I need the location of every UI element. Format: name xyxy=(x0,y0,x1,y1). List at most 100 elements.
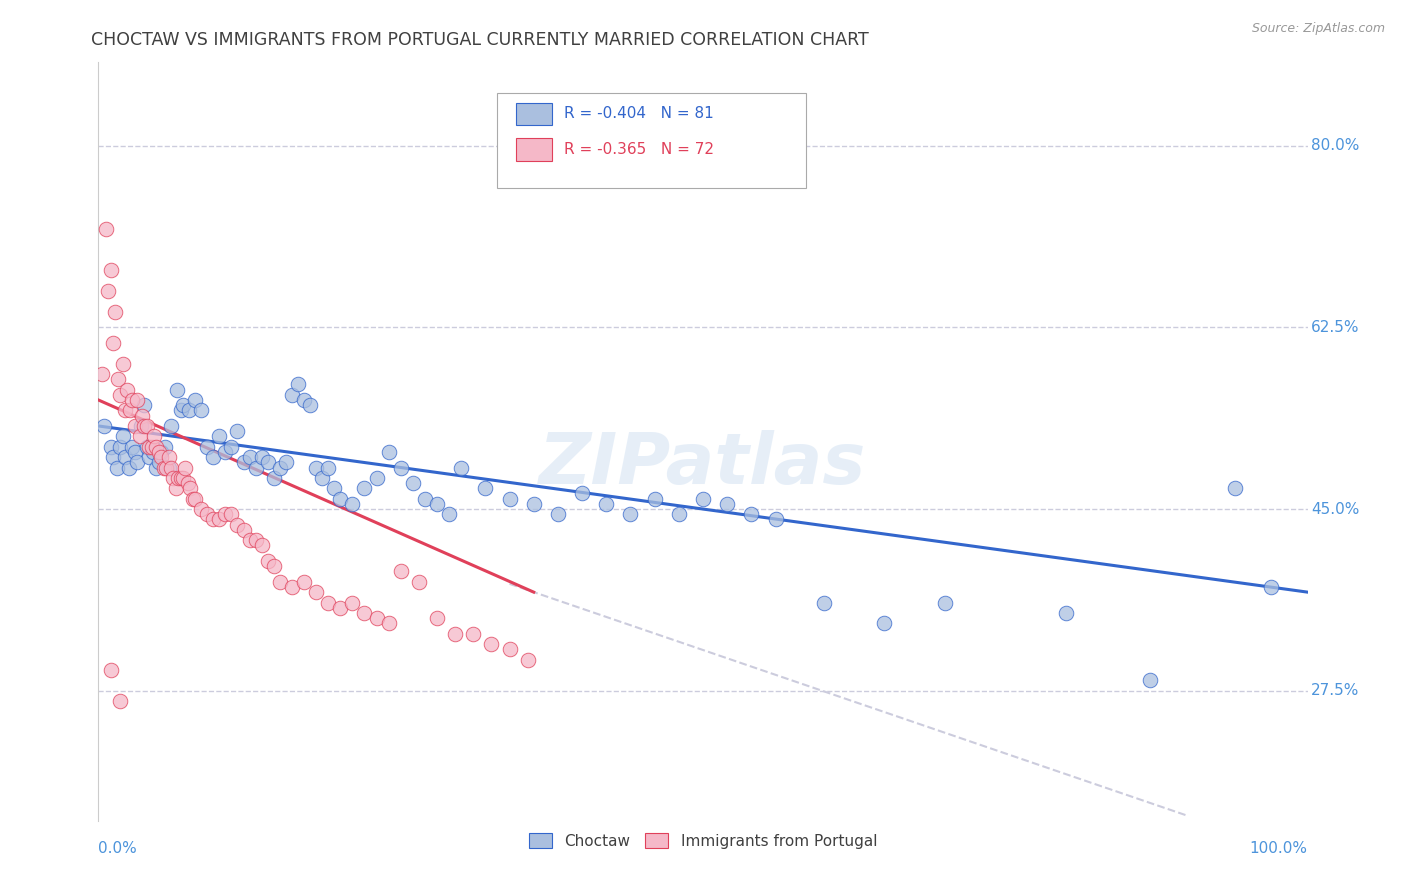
Point xyxy=(142,445,165,459)
Point xyxy=(153,440,176,454)
Point xyxy=(444,626,467,640)
Point xyxy=(100,263,122,277)
Point xyxy=(329,491,352,506)
Point xyxy=(111,357,134,371)
Point xyxy=(547,508,569,522)
Point xyxy=(160,460,183,475)
Point xyxy=(124,419,146,434)
Point xyxy=(202,512,225,526)
Point xyxy=(101,450,124,464)
Point xyxy=(463,626,485,640)
Point xyxy=(108,388,131,402)
Point xyxy=(250,450,273,464)
FancyBboxPatch shape xyxy=(516,138,551,161)
Point xyxy=(121,392,143,407)
Point xyxy=(619,508,641,522)
Point xyxy=(150,445,173,459)
Point xyxy=(135,440,157,454)
Text: 80.0%: 80.0% xyxy=(1312,138,1360,153)
Point xyxy=(377,445,399,459)
Point xyxy=(157,450,180,464)
Point xyxy=(450,460,472,475)
Point xyxy=(256,554,278,568)
Point xyxy=(93,419,115,434)
Point xyxy=(299,398,322,412)
Point xyxy=(195,440,218,454)
Point xyxy=(232,523,254,537)
Point xyxy=(107,372,129,386)
Point xyxy=(668,508,690,522)
Point xyxy=(117,383,139,397)
Point xyxy=(127,455,149,469)
Point xyxy=(1054,606,1077,620)
Point xyxy=(269,574,291,589)
Point xyxy=(1260,580,1282,594)
Point xyxy=(104,304,127,318)
Point xyxy=(134,398,156,412)
Point xyxy=(239,450,262,464)
Point xyxy=(232,455,254,469)
Text: 100.0%: 100.0% xyxy=(1250,841,1308,856)
Point xyxy=(214,445,236,459)
Point xyxy=(498,642,520,657)
Point xyxy=(150,450,173,464)
Point xyxy=(101,335,124,350)
Point xyxy=(342,595,364,609)
Point xyxy=(934,595,956,609)
Point xyxy=(226,517,249,532)
Point xyxy=(108,694,131,708)
Point xyxy=(128,429,150,443)
Text: CHOCTAW VS IMMIGRANTS FROM PORTUGAL CURRENTLY MARRIED CORRELATION CHART: CHOCTAW VS IMMIGRANTS FROM PORTUGAL CURR… xyxy=(91,31,869,49)
Point xyxy=(516,653,538,667)
Point xyxy=(813,595,835,609)
Point xyxy=(105,460,128,475)
Point xyxy=(221,508,243,522)
Point xyxy=(571,486,593,500)
Point xyxy=(245,460,267,475)
Point xyxy=(152,460,174,475)
Point xyxy=(162,471,184,485)
Point xyxy=(145,460,167,475)
Point xyxy=(323,481,346,495)
Point xyxy=(169,471,191,485)
Text: Source: ZipAtlas.com: Source: ZipAtlas.com xyxy=(1251,22,1385,36)
Point xyxy=(121,440,143,454)
Text: 27.5%: 27.5% xyxy=(1312,683,1360,698)
Point xyxy=(131,409,153,423)
Point xyxy=(281,580,304,594)
Point xyxy=(208,512,231,526)
Point xyxy=(274,455,297,469)
Point xyxy=(329,600,352,615)
Point xyxy=(202,450,225,464)
Point xyxy=(765,512,787,526)
Point xyxy=(184,392,207,407)
Point xyxy=(166,383,188,397)
Point xyxy=(263,471,285,485)
Point xyxy=(138,450,160,464)
Point xyxy=(114,403,136,417)
Point xyxy=(402,476,425,491)
Text: R = -0.404   N = 81: R = -0.404 N = 81 xyxy=(564,106,714,121)
Point xyxy=(239,533,262,548)
Legend: Choctaw, Immigrants from Portugal: Choctaw, Immigrants from Portugal xyxy=(523,827,883,855)
Point xyxy=(97,284,120,298)
Point xyxy=(408,574,430,589)
Point xyxy=(111,429,134,443)
Point xyxy=(481,637,503,651)
Point xyxy=(366,611,388,625)
Point xyxy=(245,533,267,548)
Point xyxy=(108,440,131,454)
Point xyxy=(100,440,122,454)
Point xyxy=(287,377,309,392)
Point xyxy=(311,471,333,485)
Point xyxy=(426,497,449,511)
Point xyxy=(342,497,364,511)
Point xyxy=(181,491,204,506)
Point xyxy=(316,595,339,609)
Point xyxy=(91,367,114,381)
Point xyxy=(226,424,249,438)
Point xyxy=(179,403,201,417)
Point xyxy=(148,445,170,459)
Point xyxy=(179,481,201,495)
Point xyxy=(389,565,412,579)
